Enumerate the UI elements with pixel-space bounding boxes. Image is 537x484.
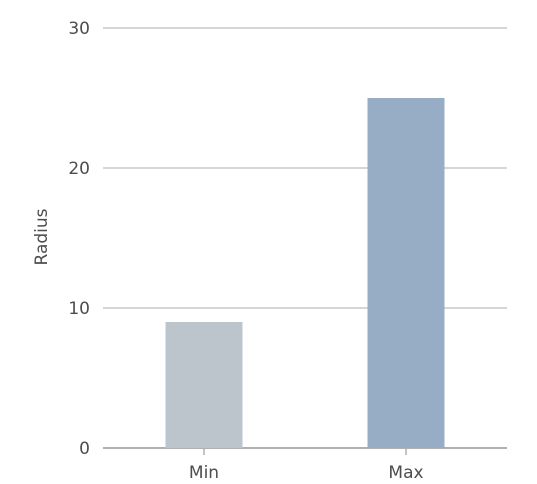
y-tick-label: 30: [68, 19, 90, 39]
bar-min[interactable]: [165, 322, 243, 448]
y-tick-label: 0: [79, 439, 90, 459]
y-axis-title: Radius: [32, 208, 52, 265]
gridlines: [103, 27, 507, 449]
x-axis-ticks: Min Max: [189, 448, 424, 483]
y-tick-label: 20: [68, 159, 90, 179]
x-tick-label: Min: [189, 463, 219, 483]
y-axis-ticks: 0 10 20 30: [68, 19, 90, 459]
x-tick-label: Max: [388, 463, 423, 483]
y-tick-label: 10: [68, 299, 90, 319]
bars: [165, 98, 445, 448]
bar-max[interactable]: [367, 98, 445, 448]
